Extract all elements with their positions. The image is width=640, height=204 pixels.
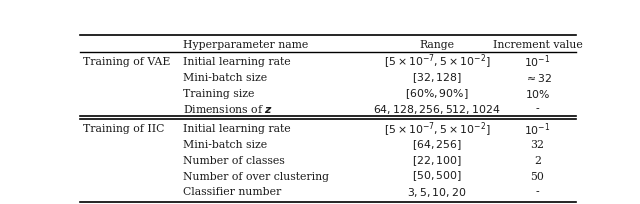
Text: $[64, 256]$: $[64, 256]$ <box>412 138 462 152</box>
Text: Mini-batch size: Mini-batch size <box>183 140 268 150</box>
Text: -: - <box>536 104 540 114</box>
Text: $[5 \times 10^{-7}, 5 \times 10^{-2}]$: $[5 \times 10^{-7}, 5 \times 10^{-2}]$ <box>384 53 490 71</box>
Text: $64, 128, 256, 512, 1024$: $64, 128, 256, 512, 1024$ <box>373 103 501 116</box>
Text: $\approx 32$: $\approx 32$ <box>524 72 552 84</box>
Text: Classifier number: Classifier number <box>183 187 282 197</box>
Text: Range: Range <box>420 40 454 50</box>
Text: $10^{-1}$: $10^{-1}$ <box>524 54 551 70</box>
Text: -: - <box>536 187 540 197</box>
Text: $10^{-1}$: $10^{-1}$ <box>524 121 551 138</box>
Text: 50: 50 <box>531 172 545 182</box>
Text: Increment value: Increment value <box>493 40 582 50</box>
Text: Number of over clustering: Number of over clustering <box>183 172 329 182</box>
Text: 2: 2 <box>534 156 541 166</box>
Text: Mini-batch size: Mini-batch size <box>183 73 268 83</box>
Text: $3, 5, 10, 20$: $3, 5, 10, 20$ <box>407 186 467 199</box>
Text: Training of VAE: Training of VAE <box>83 57 170 67</box>
Text: Initial learning rate: Initial learning rate <box>183 124 291 134</box>
Text: $[5 \times 10^{-7}, 5 \times 10^{-2}]$: $[5 \times 10^{-7}, 5 \times 10^{-2}]$ <box>384 120 490 139</box>
Text: 32: 32 <box>531 140 545 150</box>
Text: $[50, 500]$: $[50, 500]$ <box>412 170 462 183</box>
Text: Initial learning rate: Initial learning rate <box>183 57 291 67</box>
Text: Number of classes: Number of classes <box>183 156 285 166</box>
Text: Training size: Training size <box>183 89 255 99</box>
Text: $[22, 100]$: $[22, 100]$ <box>412 154 462 168</box>
Text: Hyperparameter name: Hyperparameter name <box>183 40 308 50</box>
Text: $10\%$: $10\%$ <box>525 88 550 100</box>
Text: Training of IIC: Training of IIC <box>83 124 164 134</box>
Text: Dimensions of $\boldsymbol{z}$: Dimensions of $\boldsymbol{z}$ <box>183 103 273 115</box>
Text: $[60\%, 90\%]$: $[60\%, 90\%]$ <box>405 87 469 101</box>
Text: $[32, 128]$: $[32, 128]$ <box>412 71 462 85</box>
